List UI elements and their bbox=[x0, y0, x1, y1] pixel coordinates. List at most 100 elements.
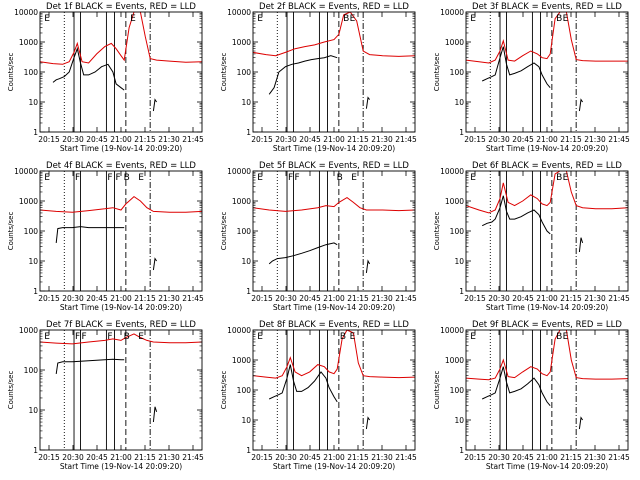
y-tick-label: 1000 bbox=[19, 197, 38, 206]
y-tick-label: 10 bbox=[454, 416, 464, 425]
y-tick-label: 1000 bbox=[232, 38, 251, 47]
y-axis-label: Counts/sec bbox=[433, 53, 441, 92]
y-tick-label: 10 bbox=[241, 98, 251, 107]
x-tick-label: 20:30 bbox=[62, 135, 84, 144]
x-axis-label: Start Time (19-Nov-14 20:09:20) bbox=[486, 144, 608, 153]
events-series-line bbox=[152, 406, 158, 423]
x-tick-label: 21:30 bbox=[158, 294, 180, 303]
x-tick-label: 20:15 bbox=[251, 453, 273, 462]
chart-title: Det 8f BLACK = Events, RED = LLD bbox=[259, 320, 409, 330]
marker-label: E bbox=[138, 332, 144, 342]
events-series-line bbox=[55, 358, 125, 374]
y-tick-label: 10000 bbox=[227, 326, 251, 335]
y-tick-label: 1 bbox=[459, 446, 464, 455]
y-axis-label: Counts/sec bbox=[220, 371, 228, 410]
marker-label: E bbox=[44, 173, 50, 183]
x-tick-label: 20:45 bbox=[512, 135, 534, 144]
marker-label: E bbox=[470, 173, 476, 183]
plot-area bbox=[466, 330, 628, 450]
y-tick-label: 1 bbox=[459, 287, 464, 296]
y-tick-label: 1 bbox=[33, 287, 38, 296]
plot-area bbox=[466, 12, 628, 132]
marker-label: E bbox=[470, 332, 476, 342]
events-series-line bbox=[578, 416, 584, 430]
x-tick-label: 20:45 bbox=[512, 453, 534, 462]
y-axis-label: Counts/sec bbox=[220, 212, 228, 251]
x-tick-label: 21:00 bbox=[536, 294, 558, 303]
y-tick-label: 10000 bbox=[227, 167, 251, 176]
events-series-line bbox=[55, 226, 125, 243]
x-tick-label: 21:30 bbox=[371, 294, 393, 303]
chart-panel-1: Det 1f BLACK = Events, RED = LLD E E 1 10 100… bbox=[7, 2, 204, 153]
y-tick-label: 10 bbox=[28, 98, 38, 107]
x-axis-label: Start Time (19-Nov-14 20:09:20) bbox=[60, 462, 182, 471]
marker-label: B bbox=[337, 173, 343, 183]
y-tick-label: 1 bbox=[33, 128, 38, 137]
x-axis-label: Start Time (19-Nov-14 20:09:20) bbox=[273, 462, 395, 471]
x-axis-label: Start Time (19-Nov-14 20:09:20) bbox=[486, 303, 608, 312]
x-tick-label: 20:30 bbox=[275, 453, 297, 462]
y-axis-label: Counts/sec bbox=[7, 53, 15, 92]
x-tick-label: 20:30 bbox=[62, 294, 84, 303]
y-axis-label: Counts/sec bbox=[7, 371, 15, 410]
marker-label: B bbox=[340, 332, 346, 342]
lld-series-line bbox=[466, 12, 628, 64]
x-tick-label: 20:15 bbox=[464, 135, 486, 144]
chart-title: Det 9f BLACK = Events, RED = LLD bbox=[472, 320, 622, 330]
x-tick-label: 21:45 bbox=[182, 294, 204, 303]
x-tick-label: 21:30 bbox=[371, 453, 393, 462]
marker-label: E bbox=[563, 332, 569, 342]
plot-area bbox=[253, 171, 415, 291]
y-tick-label: 10 bbox=[28, 257, 38, 266]
marker-label: E bbox=[351, 173, 357, 183]
x-tick-label: 21:00 bbox=[323, 135, 345, 144]
lld-series-line bbox=[40, 195, 202, 213]
y-tick-label: 1000 bbox=[445, 38, 464, 47]
marker-label: B bbox=[124, 332, 130, 342]
x-tick-label: 20:30 bbox=[275, 294, 297, 303]
events-series-line bbox=[481, 195, 551, 235]
y-tick-label: 1000 bbox=[232, 197, 251, 206]
x-tick-label: 21:15 bbox=[560, 294, 582, 303]
x-tick-label: 21:00 bbox=[110, 294, 132, 303]
plot-area bbox=[253, 12, 415, 132]
x-tick-label: 21:00 bbox=[536, 135, 558, 144]
x-tick-label: 21:00 bbox=[323, 294, 345, 303]
marker-label: F bbox=[107, 332, 112, 342]
marker-label: E bbox=[130, 14, 136, 24]
marker-label: F bbox=[75, 173, 80, 183]
chart-title: Det 5f BLACK = Events, RED = LLD bbox=[259, 161, 409, 171]
x-tick-label: 20:45 bbox=[86, 294, 108, 303]
x-tick-label: 20:15 bbox=[38, 135, 60, 144]
y-axis-label: Counts/sec bbox=[220, 53, 228, 92]
events-series-line bbox=[152, 98, 158, 112]
marker-label: F bbox=[288, 173, 293, 183]
x-tick-label: 20:15 bbox=[38, 294, 60, 303]
x-tick-label: 21:45 bbox=[608, 453, 630, 462]
y-tick-label: 1000 bbox=[19, 326, 38, 335]
marker-label: B bbox=[556, 173, 562, 183]
lld-series-line bbox=[466, 171, 628, 214]
marker-label: E bbox=[44, 14, 50, 24]
x-axis-label: Start Time (19-Nov-14 20:09:20) bbox=[273, 144, 395, 153]
y-tick-label: 10000 bbox=[14, 8, 38, 17]
y-tick-label: 1000 bbox=[445, 356, 464, 365]
y-tick-label: 1 bbox=[459, 128, 464, 137]
x-tick-label: 21:45 bbox=[395, 294, 417, 303]
y-tick-label: 100 bbox=[24, 227, 39, 236]
y-axis-label: Counts/sec bbox=[433, 212, 441, 251]
x-tick-label: 21:15 bbox=[560, 453, 582, 462]
x-tick-label: 21:15 bbox=[134, 453, 156, 462]
marker-label: F bbox=[107, 173, 112, 183]
events-series-line bbox=[268, 55, 338, 95]
y-tick-label: 100 bbox=[24, 68, 39, 77]
y-tick-label: 100 bbox=[237, 68, 252, 77]
y-tick-label: 10 bbox=[241, 257, 251, 266]
x-tick-label: 21:15 bbox=[347, 135, 369, 144]
lld-series-line bbox=[466, 330, 628, 381]
